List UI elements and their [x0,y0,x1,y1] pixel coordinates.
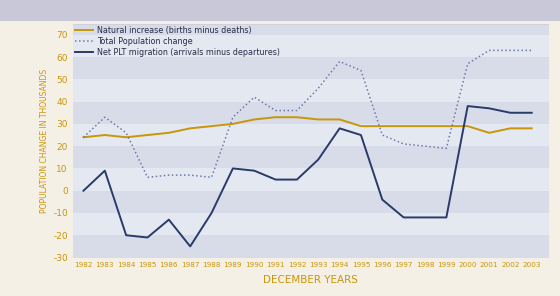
Bar [73,35,549,57]
Bar [73,124,549,146]
Bar [73,191,549,213]
Bar [73,79,549,102]
Y-axis label: POPULATION CHANGE IN THOUSANDS: POPULATION CHANGE IN THOUSANDS [40,69,49,213]
Bar [73,146,549,168]
Bar [73,102,549,124]
Legend: Natural increase (births minus deaths), Total Population change, Net PLT migrati: Natural increase (births minus deaths), … [73,25,282,59]
Bar [73,235,549,258]
Bar [73,57,549,79]
Bar [73,213,549,235]
Bar [73,168,549,191]
X-axis label: DECEMBER YEARS: DECEMBER YEARS [263,275,358,285]
